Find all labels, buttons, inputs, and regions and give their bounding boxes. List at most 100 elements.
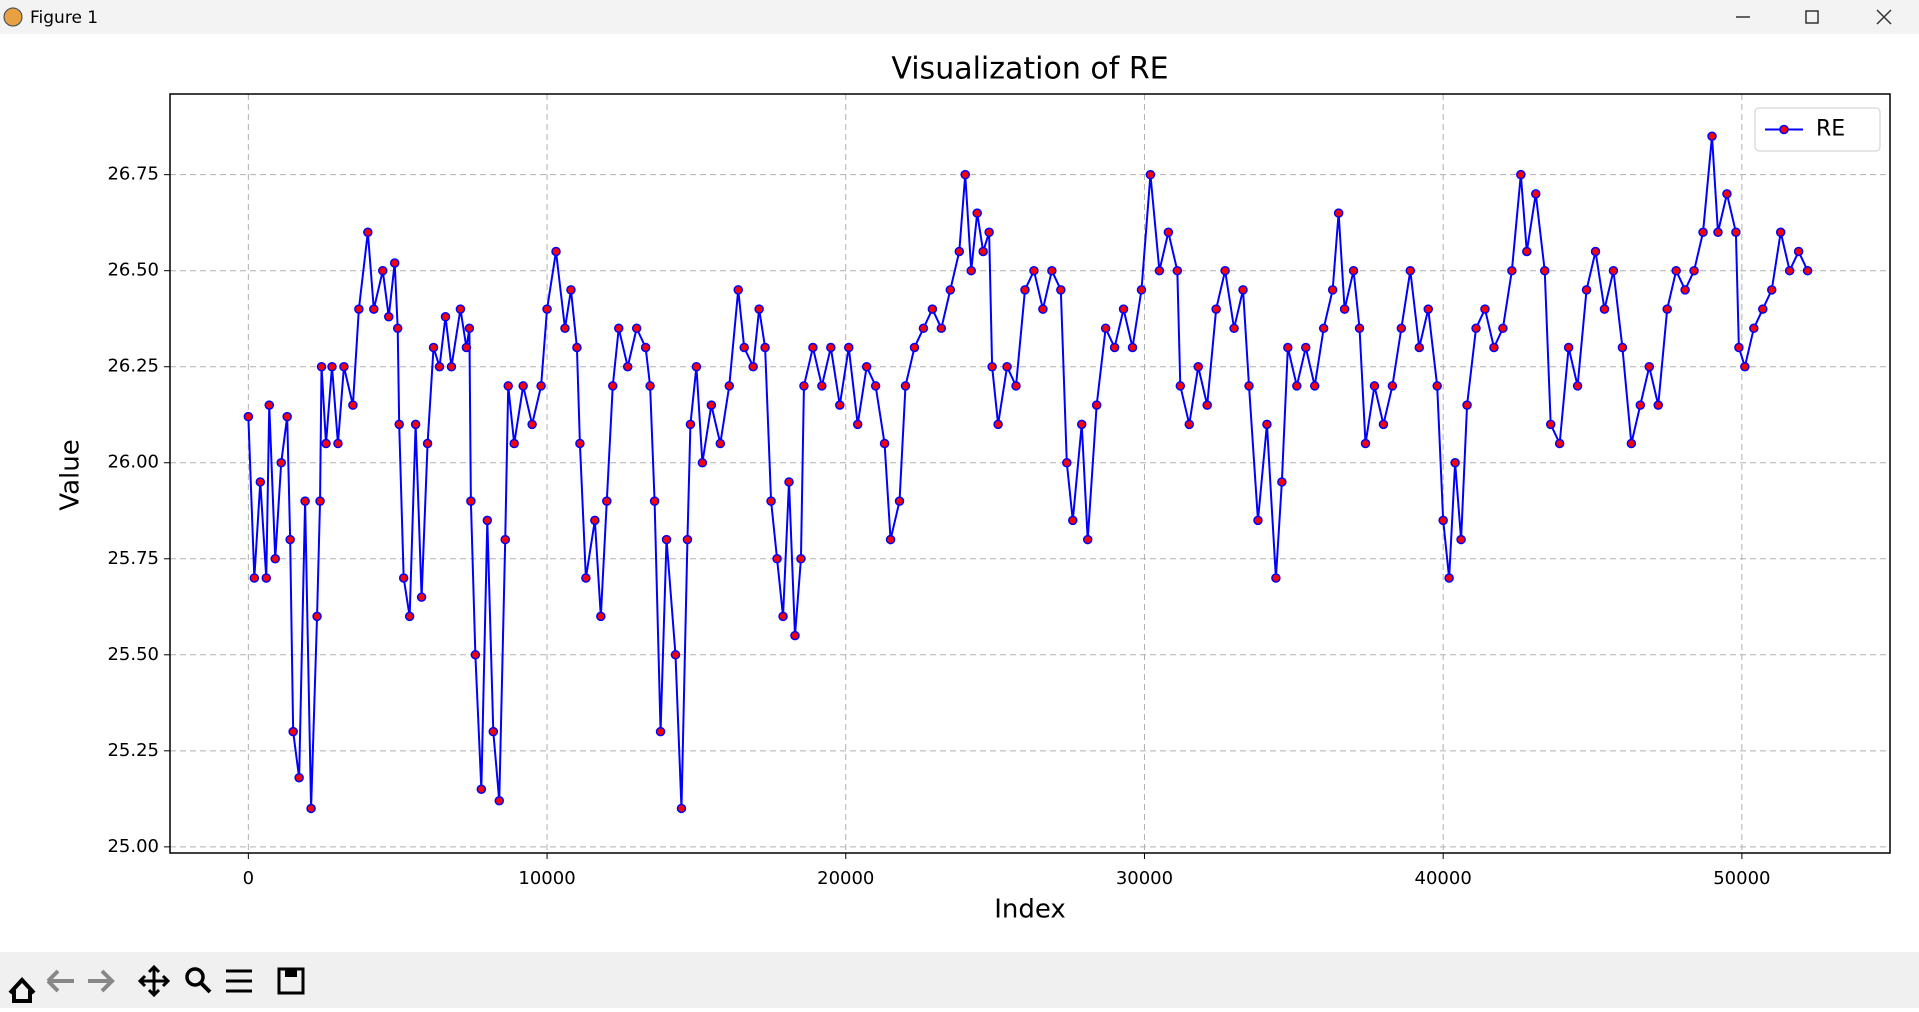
home-button[interactable] bbox=[8, 977, 36, 1003]
data-point bbox=[1713, 227, 1723, 238]
data-point bbox=[1734, 342, 1744, 353]
data-point bbox=[482, 515, 493, 526]
data-point bbox=[1740, 361, 1750, 372]
data-point bbox=[1283, 342, 1293, 353]
data-point bbox=[608, 381, 618, 391]
data-point bbox=[243, 411, 254, 422]
data-point bbox=[676, 803, 687, 814]
data-point bbox=[566, 285, 576, 295]
data-point bbox=[1244, 381, 1254, 391]
data-point bbox=[422, 438, 433, 449]
data-point bbox=[354, 304, 364, 314]
data-point bbox=[697, 457, 708, 468]
data-point bbox=[772, 554, 782, 564]
data-point bbox=[389, 258, 400, 268]
data-point bbox=[1127, 342, 1138, 353]
data-point bbox=[754, 304, 764, 314]
data-point bbox=[670, 650, 681, 660]
data-point bbox=[1444, 573, 1454, 583]
data-point bbox=[446, 361, 457, 372]
data-point bbox=[285, 534, 295, 545]
restore-button[interactable] bbox=[1805, 10, 1819, 24]
data-point bbox=[1608, 265, 1619, 276]
data-point bbox=[640, 342, 651, 353]
data-point bbox=[1480, 304, 1490, 314]
data-point bbox=[631, 323, 642, 334]
data-point bbox=[1193, 361, 1203, 372]
y-tick-label: 26.00 bbox=[107, 452, 159, 473]
data-point bbox=[378, 265, 388, 276]
back-button[interactable] bbox=[46, 969, 74, 993]
data-point bbox=[885, 534, 896, 545]
data-point bbox=[1339, 304, 1350, 314]
zoom-button[interactable] bbox=[185, 967, 205, 987]
data-point bbox=[1309, 381, 1320, 391]
x-tick-label: 30000 bbox=[1116, 868, 1173, 889]
data-point bbox=[1301, 342, 1311, 353]
y-tick-label: 25.75 bbox=[107, 548, 159, 569]
data-point bbox=[327, 361, 337, 372]
data-point bbox=[1327, 285, 1338, 295]
data-point bbox=[276, 457, 286, 468]
data-point bbox=[1644, 361, 1655, 372]
data-point bbox=[978, 246, 988, 257]
data-point bbox=[1432, 381, 1442, 391]
data-point bbox=[602, 496, 612, 506]
data-point bbox=[394, 419, 404, 430]
data-point bbox=[945, 285, 956, 295]
data-point bbox=[706, 400, 717, 410]
x-axis-label: Index bbox=[994, 895, 1066, 925]
data-point bbox=[1378, 419, 1389, 430]
data-point bbox=[1136, 285, 1147, 295]
close-button[interactable] bbox=[1876, 9, 1892, 25]
data-point bbox=[466, 496, 476, 506]
data-point bbox=[1038, 304, 1048, 314]
legend-marker bbox=[1779, 124, 1789, 135]
toolbar bbox=[0, 952, 1919, 1008]
data-point bbox=[796, 554, 806, 564]
data-point bbox=[500, 534, 510, 545]
data-point bbox=[826, 342, 836, 353]
data-point bbox=[1145, 169, 1156, 180]
data-point bbox=[1572, 381, 1583, 391]
configure-button[interactable] bbox=[226, 969, 252, 993]
data-point bbox=[1531, 189, 1541, 199]
data-point bbox=[1360, 438, 1371, 449]
data-point bbox=[799, 381, 809, 391]
data-point bbox=[300, 496, 310, 506]
data-point bbox=[972, 208, 982, 218]
data-point bbox=[790, 630, 800, 641]
data-point bbox=[1405, 265, 1416, 276]
data-point bbox=[1707, 131, 1717, 142]
data-point bbox=[282, 411, 292, 422]
data-point bbox=[1581, 285, 1592, 295]
x-tick-label: 20000 bbox=[817, 868, 874, 889]
app-icon bbox=[3, 7, 23, 27]
data-point bbox=[536, 381, 546, 391]
data-point bbox=[936, 323, 947, 334]
data-point bbox=[724, 381, 735, 391]
title-bar bbox=[0, 0, 1919, 34]
data-point bbox=[739, 342, 749, 353]
data-point bbox=[455, 304, 466, 314]
chart-title: Visualization of RE bbox=[891, 52, 1168, 87]
data-point bbox=[661, 534, 672, 545]
data-point bbox=[294, 772, 304, 783]
data-point bbox=[1462, 400, 1472, 410]
pan-button[interactable] bbox=[137, 964, 171, 998]
data-point bbox=[1184, 419, 1195, 430]
legend-box bbox=[1754, 107, 1881, 152]
data-point bbox=[581, 573, 591, 583]
data-point bbox=[1348, 265, 1359, 276]
data-line bbox=[247, 136, 1809, 809]
data-point bbox=[1671, 265, 1681, 276]
data-point bbox=[1011, 381, 1021, 391]
data-point bbox=[966, 265, 976, 276]
data-point bbox=[655, 726, 666, 737]
data-point bbox=[1775, 227, 1786, 238]
data-point bbox=[1047, 265, 1057, 276]
data-point bbox=[1758, 304, 1768, 314]
forward-button[interactable] bbox=[88, 969, 115, 993]
data-point bbox=[590, 515, 600, 526]
